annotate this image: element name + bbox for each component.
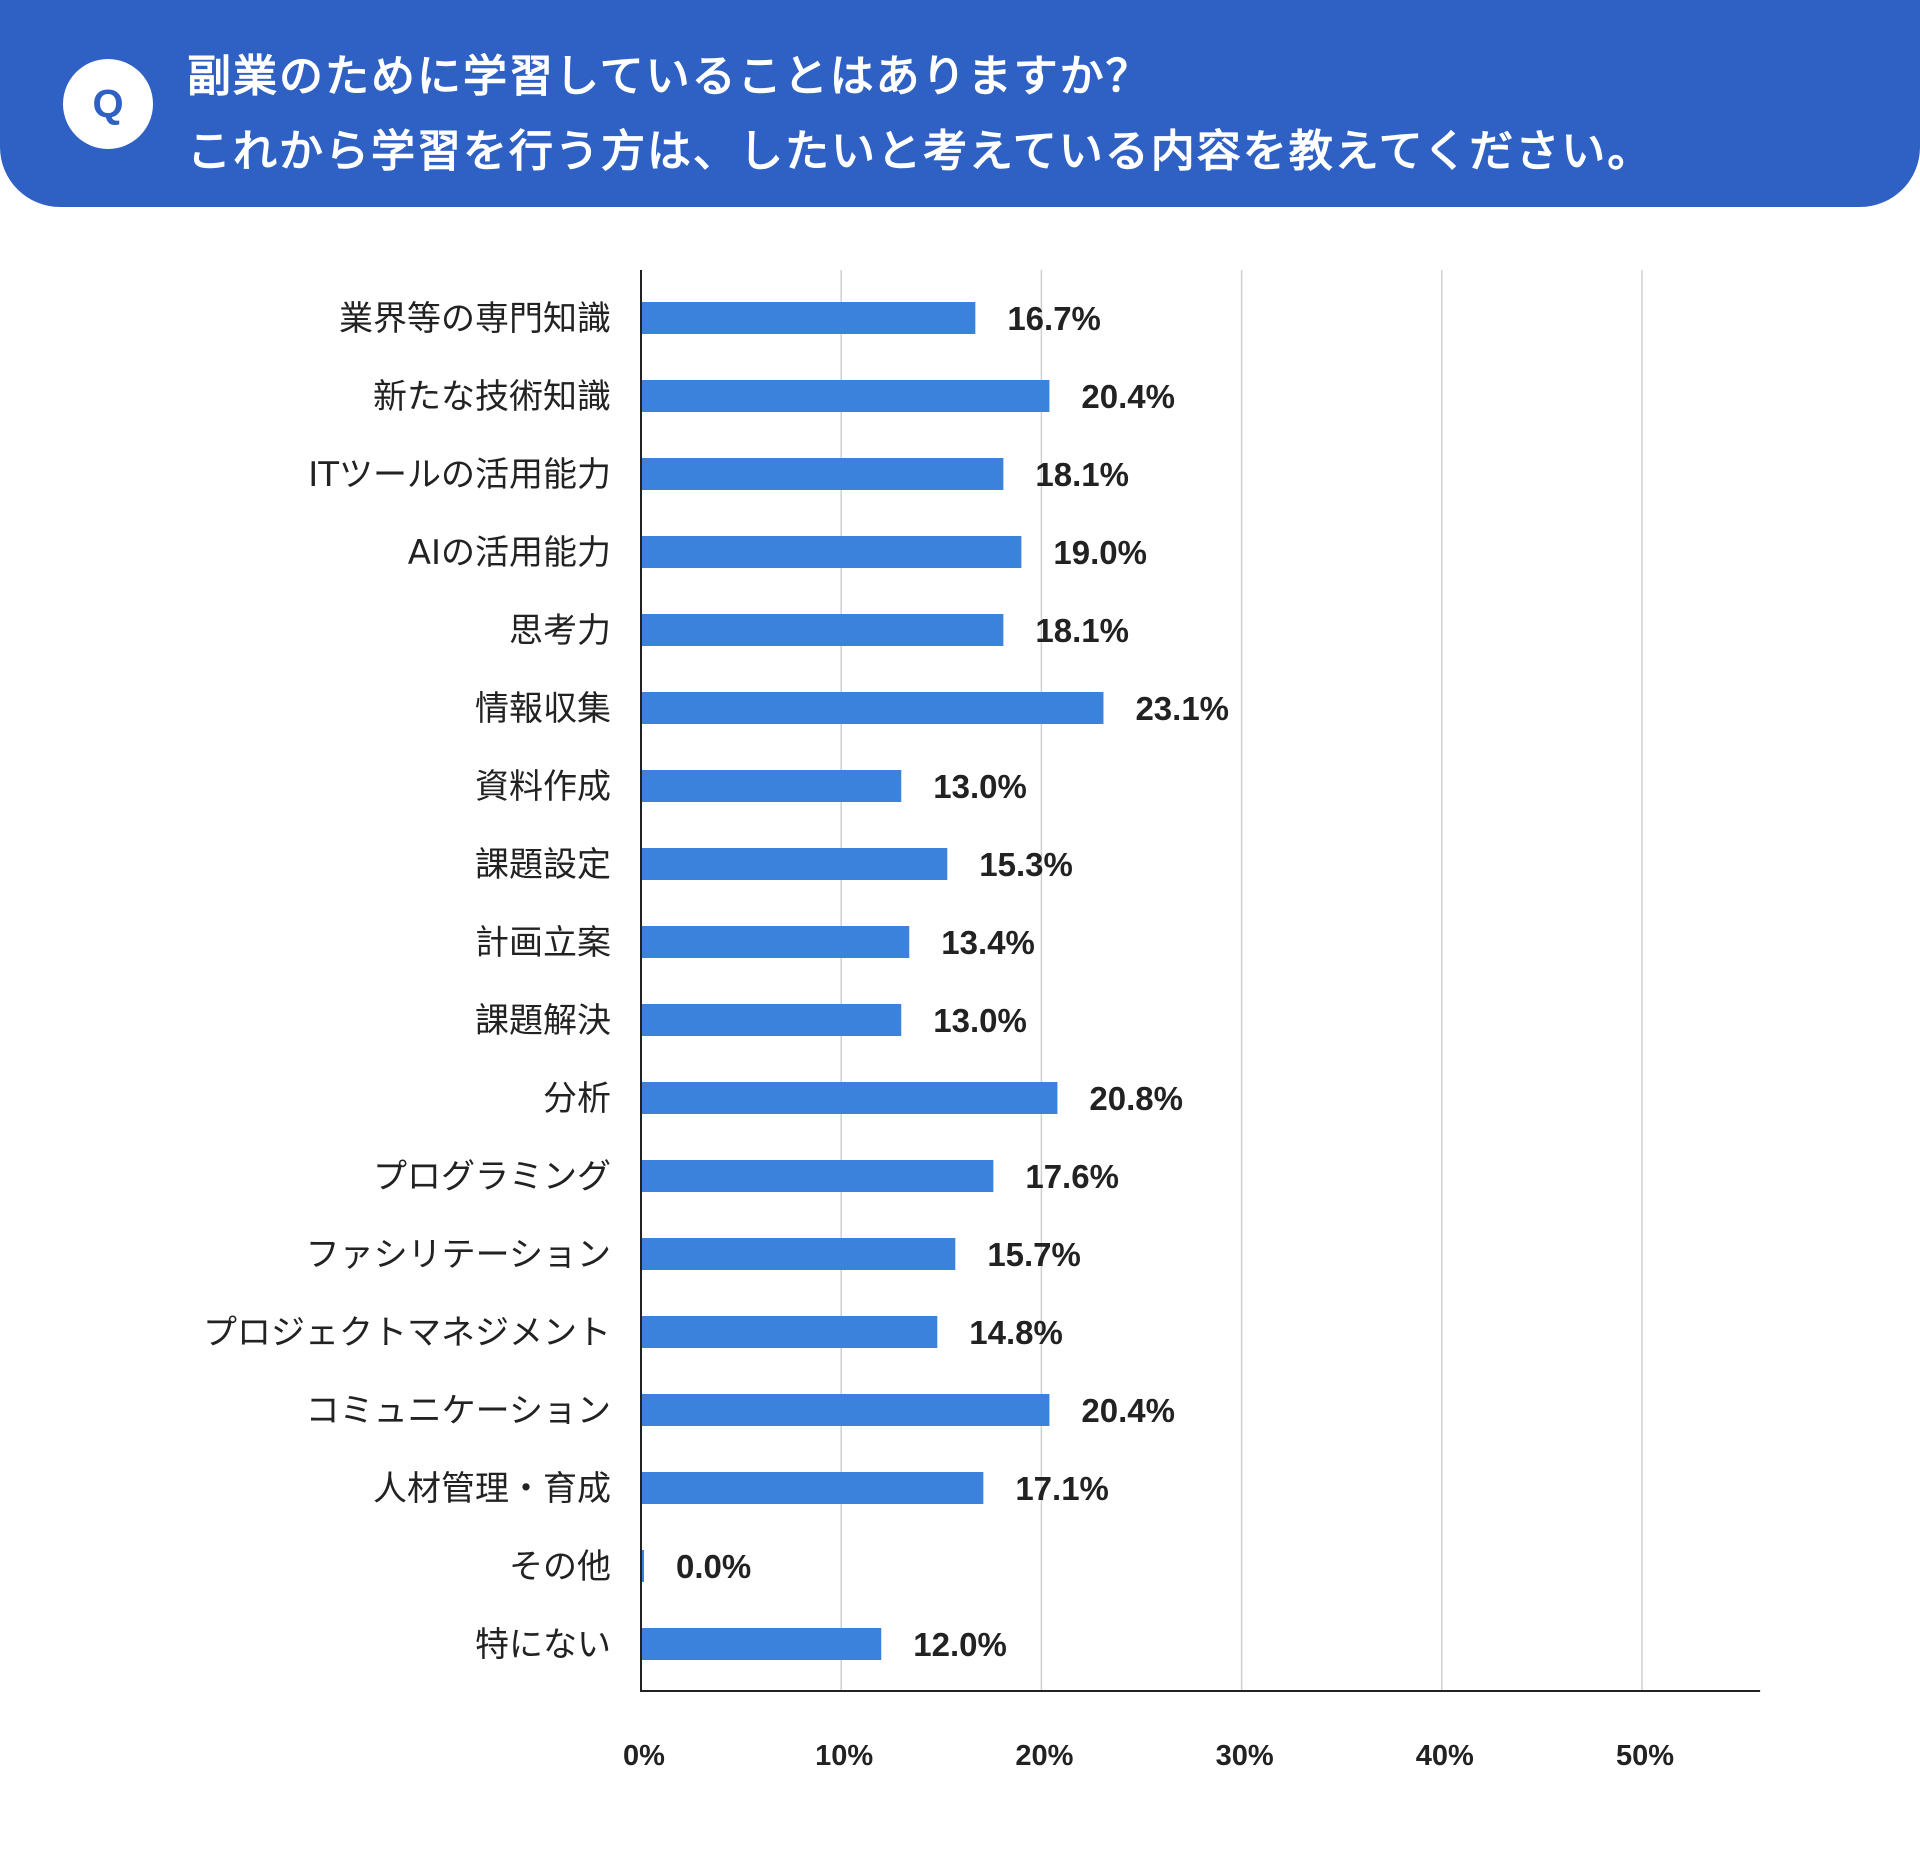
bar: [641, 1394, 1050, 1426]
value-label: 16.7%: [1007, 300, 1101, 337]
category-label: 特にない: [475, 1625, 611, 1665]
category-label: プログラミング: [373, 1157, 611, 1197]
bar: [641, 458, 1004, 490]
bar: [641, 1472, 984, 1504]
x-tick-label: 30%: [1216, 1740, 1274, 1772]
x-tick-label: 0%: [623, 1740, 665, 1772]
bar: [641, 614, 1004, 646]
value-label: 17.6%: [1025, 1158, 1119, 1195]
category-label: 課題解決: [475, 1001, 611, 1041]
bar: [641, 302, 976, 334]
value-label: 15.7%: [987, 1236, 1081, 1273]
category-label: 業界等の専門知識: [339, 299, 611, 339]
bar: [641, 1238, 956, 1270]
category-label: 資料作成: [475, 767, 611, 807]
bar: [641, 536, 1022, 568]
bar: [641, 848, 948, 880]
value-label: 23.1%: [1135, 690, 1229, 727]
x-tick-label: 40%: [1416, 1740, 1474, 1772]
category-label: 人材管理・育成: [373, 1469, 611, 1509]
category-label: 新たな技術知識: [373, 377, 611, 417]
value-label: 20.8%: [1089, 1080, 1183, 1117]
category-label: ファシリテーション: [306, 1235, 611, 1275]
bar: [641, 1160, 994, 1192]
bar: [641, 1550, 644, 1582]
bar: [641, 1004, 902, 1036]
x-tick-label: 10%: [815, 1740, 873, 1772]
value-label: 17.1%: [1015, 1470, 1109, 1507]
bar: [641, 1082, 1058, 1114]
category-label: 情報収集: [475, 689, 611, 729]
value-label: 18.1%: [1035, 612, 1129, 649]
value-label: 14.8%: [969, 1314, 1063, 1351]
bar: [641, 692, 1104, 724]
bar: [641, 380, 1050, 412]
category-label: コミュニケーション: [306, 1391, 611, 1431]
question-header: Q 副業のために学習していることはありますか？ これから学習を行う方は、したいと…: [0, 0, 1920, 207]
value-label: 15.3%: [979, 846, 1073, 883]
category-label: 思考力: [509, 611, 611, 651]
value-label: 13.0%: [933, 768, 1027, 805]
value-label: 13.0%: [933, 1002, 1027, 1039]
bar: [641, 770, 902, 802]
category-label: 課題設定: [475, 845, 611, 885]
category-label: 分析: [543, 1079, 611, 1119]
category-label: プロジェクトマネジメント: [203, 1313, 611, 1353]
question-line-1: 副業のために学習していることはありますか？: [187, 51, 1152, 102]
value-label: 12.0%: [913, 1626, 1007, 1663]
category-label: 計画立案: [475, 923, 611, 963]
q-badge: Q: [63, 59, 153, 149]
x-tick-label: 50%: [1616, 1740, 1674, 1772]
category-label: その他: [509, 1547, 611, 1587]
value-label: 0.0%: [676, 1548, 751, 1585]
category-label: ITツールの活用能力: [308, 455, 611, 495]
bar: [641, 1316, 938, 1348]
bar: [641, 1628, 882, 1660]
x-tick-label: 20%: [1015, 1740, 1073, 1772]
value-label: 19.0%: [1053, 534, 1147, 571]
bar: [641, 926, 910, 958]
value-label: 20.4%: [1081, 1392, 1175, 1429]
value-label: 20.4%: [1081, 378, 1175, 415]
question-line-2: これから学習を行う方は、したいと考えている内容を教えてください。: [187, 126, 1654, 177]
value-label: 13.4%: [941, 924, 1035, 961]
category-label: AIの活用能力: [408, 533, 611, 573]
value-label: 18.1%: [1035, 456, 1129, 493]
